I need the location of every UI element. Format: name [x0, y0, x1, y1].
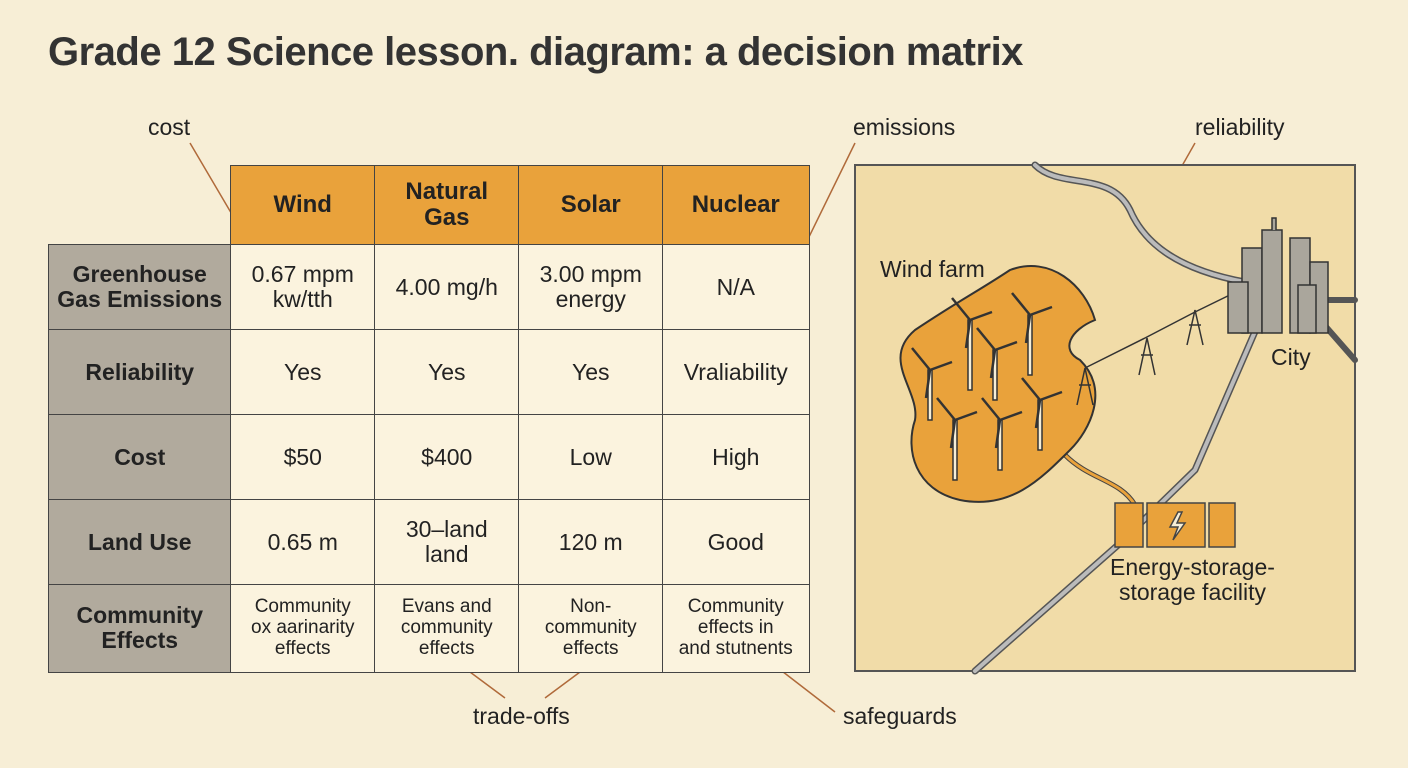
- callout-emissions: emissions: [853, 114, 956, 140]
- table-cell: Community effects in and stutnents: [662, 584, 810, 673]
- table-cell: N/A: [662, 244, 810, 331]
- table-cell: Yes: [518, 329, 664, 416]
- table-cell: Low: [518, 414, 664, 501]
- row-label: Land Use: [48, 499, 232, 586]
- table-cell: High: [662, 414, 810, 501]
- callout-safeguards: safeguards: [843, 703, 957, 729]
- table-cell: Community ox aarinarity effects: [230, 584, 376, 673]
- callout-cost: cost: [148, 114, 191, 140]
- table-cell: 4.00 mg/h: [374, 244, 520, 331]
- column-header: Solar: [518, 165, 664, 246]
- table-cell: 30–land land: [374, 499, 520, 586]
- row-label: Reliability: [48, 329, 232, 416]
- table-cell: 0.65 m: [230, 499, 376, 586]
- row-label: Greenhouse Gas Emissions: [48, 244, 232, 331]
- table-cell: 3.00 mpm energy: [518, 244, 664, 331]
- table-cell: 120 m: [518, 499, 664, 586]
- table-cell: Yes: [374, 329, 520, 416]
- callout-reliability: reliability: [1195, 114, 1285, 140]
- map-label: Energy-storage- storage facility: [1110, 554, 1275, 606]
- table-cell: Good: [662, 499, 810, 586]
- row-label: Community Effects: [48, 584, 232, 673]
- table-cell: Evans and community effects: [374, 584, 520, 673]
- table-cell: $50: [230, 414, 376, 501]
- title: Grade 12 Science lesson. diagram: a deci…: [48, 30, 1023, 74]
- column-header: Natural Gas: [374, 165, 520, 246]
- column-header: Nuclear: [662, 165, 810, 246]
- column-header: Wind: [230, 165, 376, 246]
- table-cell: Non- community effects: [518, 584, 664, 673]
- callout-trade-offs: trade-offs: [473, 703, 570, 729]
- table-cell: Yes: [230, 329, 376, 416]
- map-label: Wind farm: [880, 256, 985, 282]
- row-label: Cost: [48, 414, 232, 501]
- table-cell: 0.67 mpm kw/tth: [230, 244, 376, 331]
- table-cell: Vraliability: [662, 329, 810, 416]
- map-label: City: [1271, 344, 1311, 370]
- table-cell: $400: [374, 414, 520, 501]
